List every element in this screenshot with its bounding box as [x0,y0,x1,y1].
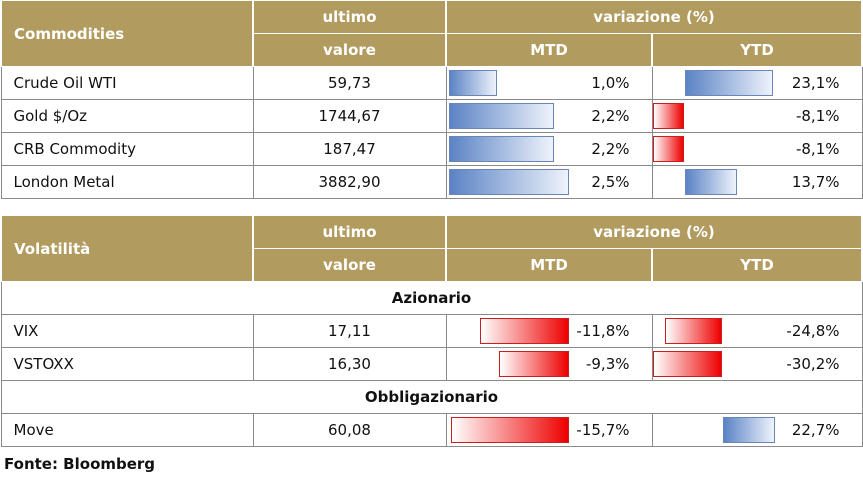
row-ytd-cell: -30,2% [651,347,863,381]
section-row-obbligazionario: Obbligazionario [0,380,863,414]
col-variazione: variazione (%) [445,215,863,249]
ytd-value: 23,1% [791,74,840,92]
commodities-title: Commodities [0,0,254,67]
table-row: Crude Oil WTI 59,73 1,0% 23,1% [0,66,863,100]
table-row: CRB Commodity 187,47 2,2% -8,1% [0,132,863,166]
section-row-azionario: Azionario [0,281,863,315]
row-mtd-cell: -15,7% [445,413,653,447]
ytd-bar [665,318,723,344]
commodities-header-row-1: Commodities ultimo variazione (%) [0,0,863,67]
ytd-value: 22,7% [791,421,840,439]
ytd-value: -24,8% [786,322,840,340]
mtd-value: 2,2% [591,140,630,158]
row-mtd-cell: 2,2% [445,132,653,166]
row-name: Crude Oil WTI [0,66,254,100]
mtd-bar [448,70,497,96]
table-row: VSTOXX 16,30 -9,3% -30,2% [0,347,863,381]
volatilita-header-row-2: valore MTD YTD [1,248,863,282]
col-valore: valore [252,33,447,67]
volatilita-header-row-1: Volatilità ultimo variazione (%) [0,215,863,282]
row-valore: 17,11 [252,314,447,348]
commodities-table: Commodities ultimo variazione (%) valore… [0,0,863,199]
ytd-value: -8,1% [795,140,840,158]
row-name: Move [0,413,254,447]
volatilita-title: Volatilità [0,215,254,282]
source-note: Fonte: Bloomberg [4,455,156,473]
row-valore: 1744,67 [252,99,447,133]
table-row: VIX 17,11 -11,8% -24,8% [0,314,863,348]
table-row: Gold $/Oz 1744,67 2,2% -8,1% [0,99,863,133]
section-azionario: Azionario [0,281,863,315]
col-ytd: YTD [651,248,863,282]
row-valore: 59,73 [252,66,447,100]
table-row: London Metal 3882,90 2,5% 13,7% [0,165,863,199]
row-mtd-cell: 2,2% [445,99,653,133]
commodities-header-row-2: valore MTD YTD [1,33,863,67]
col-mtd: MTD [445,248,653,282]
col-mtd: MTD [445,33,653,67]
volatilita-table: Volatilità ultimo variazione (%) valore … [0,215,863,447]
mtd-bar [450,417,569,443]
row-ytd-cell: -8,1% [651,99,863,133]
mtd-bar [480,318,569,344]
row-mtd-cell: 1,0% [445,66,653,100]
row-name: CRB Commodity [0,132,254,166]
row-valore: 3882,90 [252,165,447,199]
row-ytd-cell: 23,1% [651,66,863,100]
mtd-bar [448,169,569,195]
col-ultimo: ultimo [252,0,447,34]
table-row: Move 60,08 -15,7% 22,7% [0,413,863,447]
mtd-bar [448,103,555,129]
row-name: VSTOXX [0,347,254,381]
col-variazione: variazione (%) [445,0,863,34]
ytd-bar [653,351,723,377]
mtd-bar [448,136,555,162]
mtd-value: 2,2% [591,107,630,125]
ytd-bar [684,70,774,96]
ytd-bar [653,103,685,129]
mtd-value: -9,3% [585,355,630,373]
row-valore: 60,08 [252,413,447,447]
ytd-bar [653,136,685,162]
col-valore: valore [252,248,447,282]
ytd-bar [684,169,738,195]
row-mtd-cell: -9,3% [445,347,653,381]
row-ytd-cell: -24,8% [651,314,863,348]
ytd-value: -30,2% [786,355,840,373]
row-name: Gold $/Oz [0,99,254,133]
row-mtd-cell: -11,8% [445,314,653,348]
col-ytd: YTD [651,33,863,67]
row-ytd-cell: 13,7% [651,165,863,199]
mtd-value: -15,7% [576,421,630,439]
row-valore: 16,30 [252,347,447,381]
ytd-value: -8,1% [795,107,840,125]
row-valore: 187,47 [252,132,447,166]
col-ultimo: ultimo [252,215,447,249]
mtd-value: -11,8% [576,322,630,340]
ytd-bar [722,417,775,443]
section-obbligazionario: Obbligazionario [0,380,863,414]
mtd-value: 1,0% [591,74,630,92]
mtd-bar [498,351,569,377]
row-ytd-cell: 22,7% [651,413,863,447]
ytd-value: 13,7% [791,173,840,191]
row-mtd-cell: 2,5% [445,165,653,199]
row-name: London Metal [0,165,254,199]
row-ytd-cell: -8,1% [651,132,863,166]
mtd-value: 2,5% [591,173,630,191]
row-name: VIX [0,314,254,348]
